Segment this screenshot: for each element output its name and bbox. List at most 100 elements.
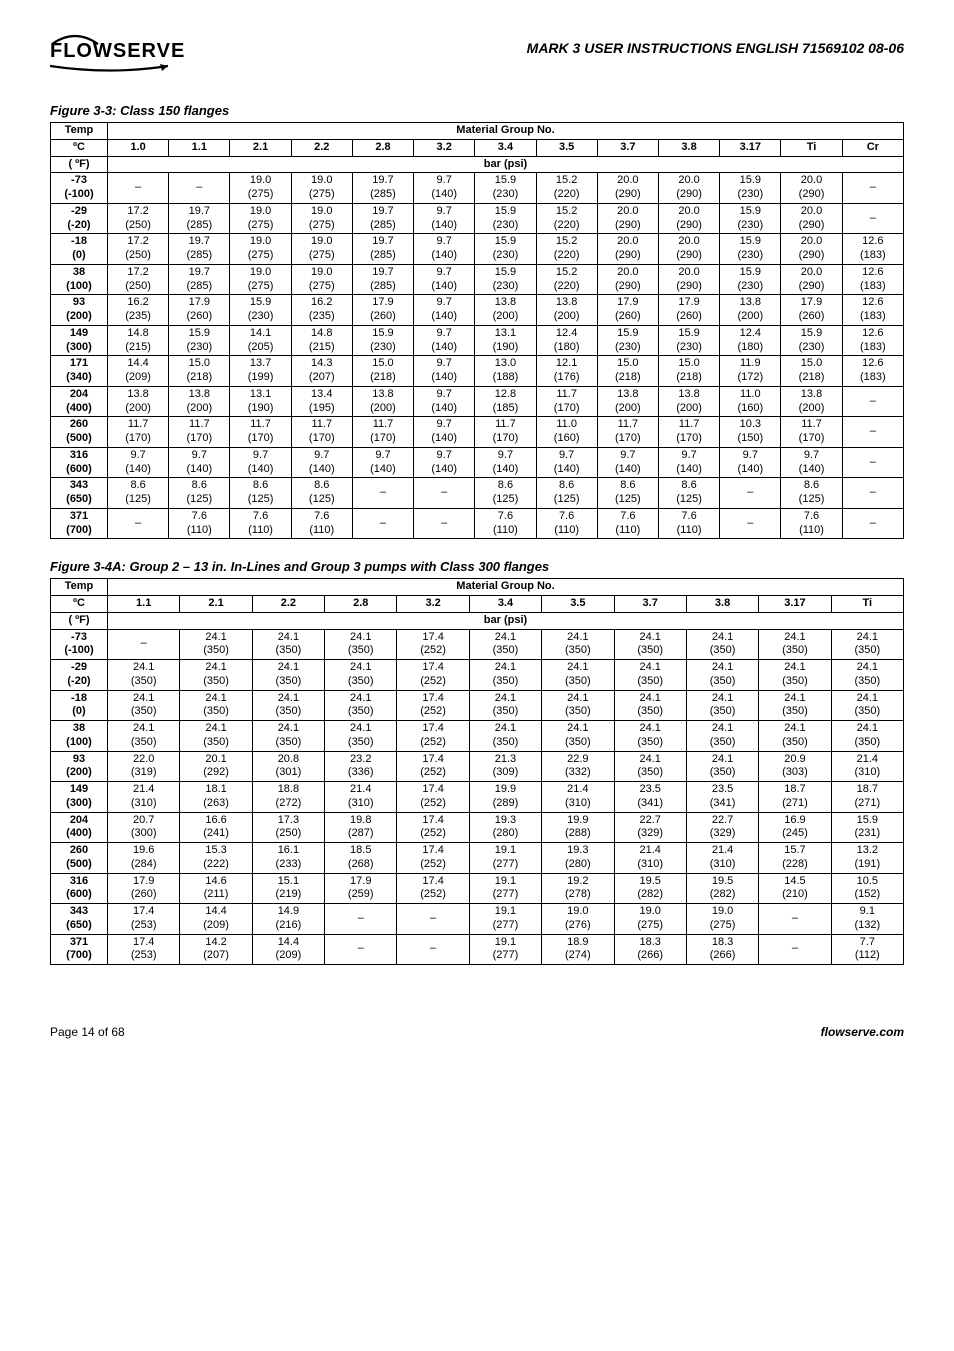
data-cell: 24.1 (350) (469, 660, 541, 691)
data-cell: 24.1 (350) (686, 690, 758, 721)
data-cell: 13.2 (191) (831, 843, 903, 874)
data-cell: 15.2 (220) (536, 203, 597, 234)
data-cell: 20.0 (290) (781, 173, 842, 204)
data-cell: 9.7 (140) (169, 447, 230, 478)
data-cell: 19.7 (285) (169, 203, 230, 234)
data-cell: – (169, 173, 230, 204)
data-cell: 24.1 (350) (831, 721, 903, 752)
data-cell: 19.1 (277) (469, 873, 541, 904)
data-cell: 10.5 (152) (831, 873, 903, 904)
data-cell: 15.9 (230) (475, 264, 536, 295)
data-cell: 9.7 (140) (414, 356, 475, 387)
data-cell: 17.4 (252) (397, 629, 469, 660)
temp-cell: 371 (700) (51, 934, 108, 965)
data-cell: 15.9 (230) (658, 325, 719, 356)
temp-header-c: ºC (51, 596, 108, 613)
data-cell: – (325, 934, 397, 965)
data-cell: – (842, 386, 903, 417)
data-cell: 19.2 (278) (542, 873, 614, 904)
data-cell: 15.9 (230) (720, 203, 781, 234)
data-cell: 14.8 (215) (108, 325, 169, 356)
data-cell: 17.9 (260) (658, 295, 719, 326)
data-cell: – (720, 508, 781, 539)
temp-cell: 93 (200) (51, 751, 108, 782)
data-cell: – (397, 904, 469, 935)
data-cell: 17.9 (260) (169, 295, 230, 326)
data-cell: 16.6 (241) (180, 812, 252, 843)
col-header: 3.8 (686, 596, 758, 613)
data-cell: 9.7 (140) (291, 447, 352, 478)
table-row: 343 (650)17.4 (253)14.4 (209)14.9 (216)–… (51, 904, 904, 935)
data-cell: 15.9 (230) (597, 325, 658, 356)
data-cell: 13.1 (190) (230, 386, 291, 417)
data-cell: 20.0 (290) (781, 234, 842, 265)
temp-cell: 343 (650) (51, 478, 108, 509)
data-cell: 9.1 (132) (831, 904, 903, 935)
data-cell: 11.7 (170) (475, 417, 536, 448)
data-cell: 17.9 (260) (352, 295, 413, 326)
data-cell: 24.1 (350) (542, 629, 614, 660)
col-header: Ti (781, 139, 842, 156)
data-cell: 14.4 (209) (180, 904, 252, 935)
data-cell: 9.7 (140) (781, 447, 842, 478)
temp-cell: 204 (400) (51, 386, 108, 417)
table-row: -29 (-20)24.1 (350)24.1 (350)24.1 (350)2… (51, 660, 904, 691)
data-cell: 13.0 (188) (475, 356, 536, 387)
data-cell: 9.7 (140) (230, 447, 291, 478)
data-cell: 11.9 (172) (720, 356, 781, 387)
data-cell: 15.7 (228) (759, 843, 831, 874)
data-cell: 8.6 (125) (475, 478, 536, 509)
temp-cell: 149 (300) (51, 782, 108, 813)
data-cell: 7.6 (110) (536, 508, 597, 539)
data-cell: 13.8 (200) (781, 386, 842, 417)
data-cell: 24.1 (350) (759, 690, 831, 721)
data-cell: 14.4 (209) (252, 934, 324, 965)
data-cell: 9.7 (140) (414, 234, 475, 265)
data-cell: 24.1 (350) (686, 629, 758, 660)
data-cell: 24.1 (350) (686, 721, 758, 752)
temp-cell: -73 (-100) (51, 629, 108, 660)
temp-cell: 38 (100) (51, 721, 108, 752)
data-cell: 19.0 (276) (542, 904, 614, 935)
col-header: 1.1 (169, 139, 230, 156)
data-cell: 12.4 (180) (720, 325, 781, 356)
table-row: -18 (0)17.2 (250)19.7 (285)19.0 (275)19.… (51, 234, 904, 265)
temp-cell: 316 (600) (51, 447, 108, 478)
data-cell: 13.8 (200) (108, 386, 169, 417)
data-cell: 12.1 (176) (536, 356, 597, 387)
data-cell: 24.1 (350) (325, 690, 397, 721)
data-cell: 21.4 (310) (325, 782, 397, 813)
data-cell: 24.1 (350) (542, 721, 614, 752)
data-cell: 7.6 (110) (781, 508, 842, 539)
data-cell: 23.5 (341) (614, 782, 686, 813)
data-cell: 17.4 (252) (397, 812, 469, 843)
col-header: Ti (831, 596, 903, 613)
col-header: 3.17 (759, 596, 831, 613)
temp-cell: -73 (-100) (51, 173, 108, 204)
col-header: 2.1 (180, 596, 252, 613)
data-cell: 12.6 (183) (842, 295, 903, 326)
data-cell: 17.2 (250) (108, 203, 169, 234)
data-cell: 15.1 (219) (252, 873, 324, 904)
logo-arc-icon (50, 32, 100, 46)
data-cell: 9.7 (140) (414, 203, 475, 234)
data-cell: 8.6 (125) (597, 478, 658, 509)
temp-cell: -18 (0) (51, 234, 108, 265)
data-cell: 11.7 (170) (658, 417, 719, 448)
units-header: bar (psi) (108, 156, 904, 173)
temp-cell: 38 (100) (51, 264, 108, 295)
data-cell: 9.7 (140) (658, 447, 719, 478)
data-cell: 12.6 (183) (842, 356, 903, 387)
data-cell: 15.9 (230) (230, 295, 291, 326)
data-cell: 13.8 (200) (597, 386, 658, 417)
data-cell: 11.7 (170) (291, 417, 352, 448)
data-cell: 24.1 (350) (180, 721, 252, 752)
data-cell: 19.3 (280) (542, 843, 614, 874)
temp-cell: 93 (200) (51, 295, 108, 326)
data-cell: 15.2 (220) (536, 234, 597, 265)
table-row: 171 (340)14.4 (209)15.0 (218)13.7 (199)1… (51, 356, 904, 387)
table-row: 260 (500)19.6 (284)15.3 (222)16.1 (233)1… (51, 843, 904, 874)
data-cell: 19.7 (285) (352, 173, 413, 204)
data-cell: 11.7 (170) (108, 417, 169, 448)
data-cell: 8.6 (125) (536, 478, 597, 509)
